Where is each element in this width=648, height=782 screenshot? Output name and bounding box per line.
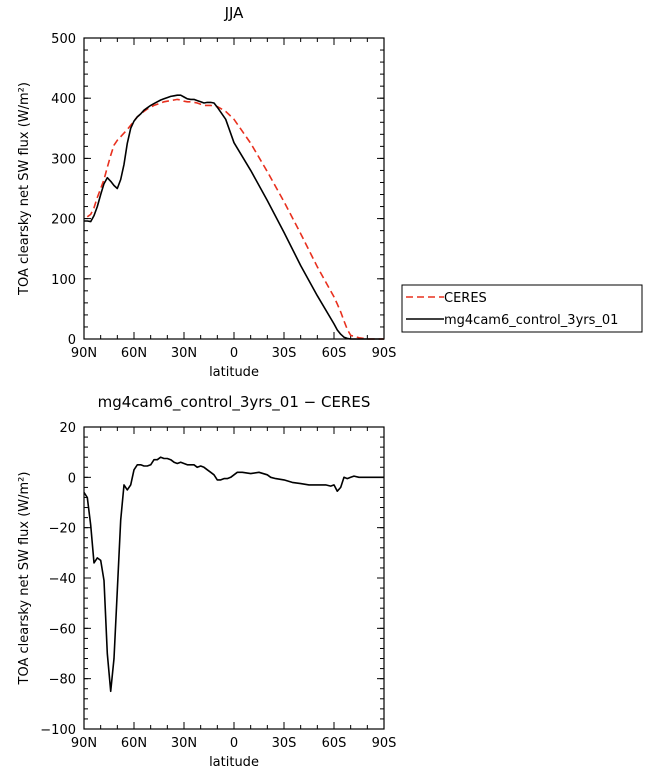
y-tick-label: 100 xyxy=(51,273,76,288)
y-tick-label: −20 xyxy=(49,522,76,537)
x-tick-label: 30S xyxy=(272,346,297,361)
x-tick-label: 0 xyxy=(230,736,238,751)
series-line-0 xyxy=(86,98,384,340)
series-line-0 xyxy=(83,456,384,693)
x-tick-label: 60N xyxy=(121,346,147,361)
legend-box xyxy=(401,284,643,333)
x-tick-label: 90N xyxy=(71,736,97,751)
top-panel-jja: JJA 90N 60N 30N 0 30S 60S 90S0100200300400500 … xyxy=(17,4,396,380)
legend-entry-ceres: CERES xyxy=(444,291,487,306)
x-tick-label: 30S xyxy=(272,736,297,751)
y-tick-label: 0 xyxy=(68,333,76,348)
y-tick-label: −60 xyxy=(49,622,76,637)
y-axis-label: TOA clearsky net SW flux (W/m²) xyxy=(17,82,32,296)
y-tick-label: −80 xyxy=(49,673,76,688)
x-tick-label: 60S xyxy=(322,346,347,361)
y-tick-label: 0 xyxy=(68,471,76,486)
x-tick-label: 30N xyxy=(171,736,197,751)
y-tick-label: −100 xyxy=(40,723,76,738)
x-tick-label: 90S xyxy=(372,346,397,361)
y-tick-label: 200 xyxy=(51,213,76,228)
y-tick-label: 400 xyxy=(51,92,76,107)
x-tick-label: 90N xyxy=(71,346,97,361)
y-tick-label: 300 xyxy=(51,152,76,167)
y-axis-label: TOA clearsky net SW flux (W/m²) xyxy=(17,472,32,686)
x-axis-label: latitude xyxy=(209,365,259,380)
y-tick-label: 20 xyxy=(59,421,76,436)
legend-entry-model: mg4cam6_control_3yrs_01 xyxy=(444,313,618,328)
y-tick-label: 500 xyxy=(51,32,76,47)
x-tick-label: 0 xyxy=(230,346,238,361)
bottom-panel-marks: 90N 60N 30N 0 30S 60S 90S −100 −80 −60 −40 −20 0 20 xyxy=(40,421,396,751)
x-tick-label: 60N xyxy=(121,736,147,751)
series-line-1 xyxy=(84,94,384,340)
legend: CERES mg4cam6_control_3yrs_01 xyxy=(401,284,643,333)
chart-title: mg4cam6_control_3yrs_01 − CERES xyxy=(98,393,371,412)
x-tick-label: 60S xyxy=(322,736,347,751)
y-tick-label: −40 xyxy=(49,572,76,587)
bottom-panel-difference: mg4cam6_control_3yrs_01 − CERES 90N 60N 30… xyxy=(17,393,396,770)
x-axis-label: latitude xyxy=(209,755,259,770)
x-tick-label: 90S xyxy=(372,736,397,751)
plot-frame xyxy=(83,37,385,340)
chart-title: JJA xyxy=(224,4,245,22)
x-tick-label: 30N xyxy=(171,346,197,361)
plot-frame xyxy=(83,426,385,730)
top-panel-marks: 90N 60N 30N 0 30S 60S 90S 0 100 200 300 400 500 xyxy=(51,32,396,361)
